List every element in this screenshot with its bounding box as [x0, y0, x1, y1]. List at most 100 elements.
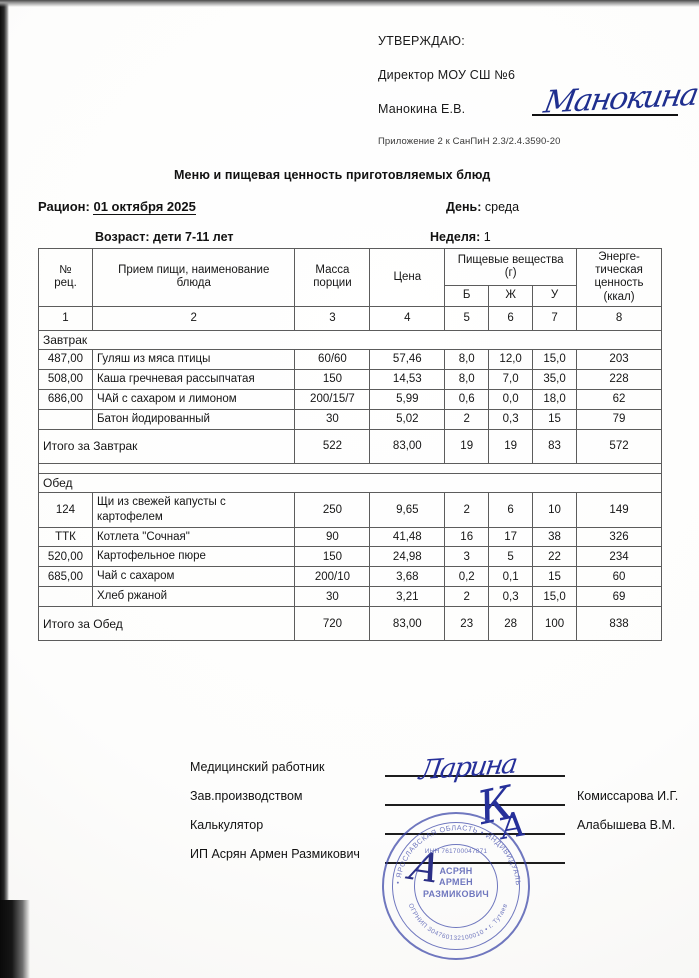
cell-fat: 6 [488, 491, 534, 528]
cell-dish-name: Щи из свежей капусты с картофелем [91, 491, 296, 528]
cell-protein: 16 [444, 526, 490, 548]
cell-mass: 250 [294, 491, 371, 528]
cell-fat: 0,3 [488, 408, 534, 430]
total-carbs: 83 [532, 428, 578, 464]
stamp-name-line2: АРМЕН [439, 877, 473, 888]
director-signature: Манокина [532, 77, 699, 121]
meal-section-title: Завтрак [38, 329, 662, 350]
cell-rec-no: 520,00 [38, 546, 93, 568]
cell-energy: 60 [576, 566, 662, 588]
cell-protein: 0,2 [444, 566, 490, 588]
signature-row: Медицинский работник [190, 760, 670, 789]
col-header-fat: Ж [488, 284, 534, 307]
stamp-circular-text: РОССИЙСКАЯ ФЕДЕРАЦИЯ • ЯРОСЛАВСКАЯ ОБЛАС… [384, 814, 522, 943]
cell-price: 57,46 [369, 348, 446, 370]
total-label: Итого за Завтрак [37, 428, 296, 464]
menu-row: 487,00 Гуляш из мяса птицы 60/60 57,46 8,0 12… [38, 348, 662, 370]
total-price: 83,00 [369, 606, 446, 642]
total-label: Итого за Обед [37, 606, 296, 642]
cell-rec-no: 124 [38, 491, 93, 528]
menu-table-body: Завтрак 487,00 Гуляш из мяса птицы 60/60 57,… [37, 329, 662, 642]
cell-mass: 150 [294, 546, 371, 568]
cell-protein: 0,6 [444, 388, 490, 410]
col-header-rec-no: № рец. [38, 248, 93, 307]
cell-dish-name: Чай с сахаром [91, 566, 296, 588]
cell-price: 14,53 [369, 368, 446, 390]
cell-carbs: 22 [532, 546, 578, 568]
signature-role-label: Зав.производством [190, 789, 303, 803]
meal-total-row: Итого за Обед 720 83,00 23 28 100 838 [37, 606, 662, 642]
cell-carbs: 15 [532, 408, 578, 430]
total-price: 83,00 [369, 428, 446, 464]
col-number-6: 6 [488, 305, 534, 331]
cell-price: 3,21 [369, 586, 446, 608]
header-row-numbers: 1 2 3 4 5 6 7 8 [38, 305, 662, 331]
cell-mass: 60/60 [294, 348, 371, 370]
col-number-4: 4 [369, 305, 446, 331]
cell-mass: 30 [294, 408, 371, 430]
cell-carbs: 38 [532, 526, 578, 548]
cell-rec-no [38, 408, 93, 430]
cell-carbs: 35,0 [532, 368, 578, 390]
total-protein: 23 [444, 606, 490, 642]
cell-energy: 149 [576, 491, 662, 528]
cell-dish-name: Гуляш из мяса птицы [91, 348, 296, 370]
cell-rec-no: ТТК [38, 526, 93, 548]
cell-mass: 200/15/7 [294, 388, 371, 410]
day-label: День: [446, 200, 482, 214]
cell-price: 9,65 [369, 491, 446, 528]
cell-carbs: 15 [532, 566, 578, 588]
signature-row: Зав.производством Комиссарова И.Г. [190, 789, 678, 818]
col-header-protein: Б [444, 284, 490, 307]
director-signature-glyph: Манокина [541, 76, 699, 121]
meal-section-header-row: Обед [38, 472, 662, 493]
cell-protein: 8,0 [444, 368, 490, 390]
svg-text:ОГРНИП 304760132100010 • г.: ОГРНИП 304760132100010 • г. Тутаев [407, 903, 510, 943]
col-header-price: Цена [369, 248, 446, 307]
age-group-label: Возраст: дети 7-11 лет [95, 230, 234, 244]
cell-protein: 3 [444, 546, 490, 568]
header-row-main: № рец. Прием пищи, наименование блюда Масс… [38, 248, 662, 307]
col-number-3: 3 [294, 305, 371, 331]
col-number-5: 5 [444, 305, 490, 331]
cell-fat: 0,1 [488, 566, 534, 588]
cell-protein: 8,0 [444, 348, 490, 370]
director-line: Директор МОУ СШ №6 [378, 68, 516, 82]
cell-protein: 2 [444, 491, 490, 528]
col-header-carbs: У [532, 284, 578, 307]
cell-fat: 0,0 [488, 388, 534, 410]
stamp-inn: ИНН 761700047871 [424, 848, 488, 855]
signature-person-name: Алабышева В.М. [577, 818, 676, 832]
week-field: Неделя: 1 [430, 230, 491, 244]
cell-protein: 2 [444, 586, 490, 608]
cell-energy: 326 [576, 526, 662, 548]
cell-rec-no: 508,00 [38, 368, 93, 390]
menu-table-head: № рец. Прием пищи, наименование блюда Масс… [38, 248, 662, 331]
week-value: 1 [483, 230, 491, 244]
meal-section-header-row: Завтрак [38, 329, 662, 350]
day-field: День: среда [446, 200, 519, 214]
cell-dish-name: ЧАй с сахаром и лимоном [91, 388, 296, 410]
menu-row: 520,00 Картофельное пюре 150 24,98 3 5 22 234 [38, 546, 662, 568]
menu-row: Хлеб ржаной 30 3,21 2 0,3 15,0 69 [38, 586, 662, 608]
total-energy: 572 [576, 428, 662, 464]
stamp-ring-inner [414, 844, 498, 928]
stamp-name-line3: РАЗМИКОВИЧ [422, 888, 490, 899]
signature-role-label: ИП Асрян Армен Размикович [190, 847, 360, 861]
total-mass: 720 [294, 606, 371, 642]
ration-label: Рацион: [38, 199, 90, 214]
week-label: Неделя: [430, 230, 481, 244]
appendix-reference: Приложение 2 к СанПиН 2.3/2.4.3590-20 [378, 136, 561, 147]
cell-price: 5,02 [369, 408, 446, 430]
cell-price: 41,48 [369, 526, 446, 548]
menu-row: 508,00 Каша гречневая рассыпчатая 150 14,53… [38, 368, 662, 390]
col-number-7: 7 [532, 305, 578, 331]
stamp-name-line1: АСРЯН [439, 866, 473, 876]
signature-person-name: Комиссарова И.Г. [577, 789, 679, 803]
cell-dish-name: Котлета "Сочная" [91, 526, 296, 548]
page-title: Меню и пищевая ценность приготовляемых б… [174, 168, 491, 182]
signature-line [385, 775, 565, 777]
scan-edge-left [0, 0, 9, 978]
col-header-dish: Прием пищи, наименование блюда [91, 248, 296, 307]
col-number-1: 1 [38, 305, 93, 331]
